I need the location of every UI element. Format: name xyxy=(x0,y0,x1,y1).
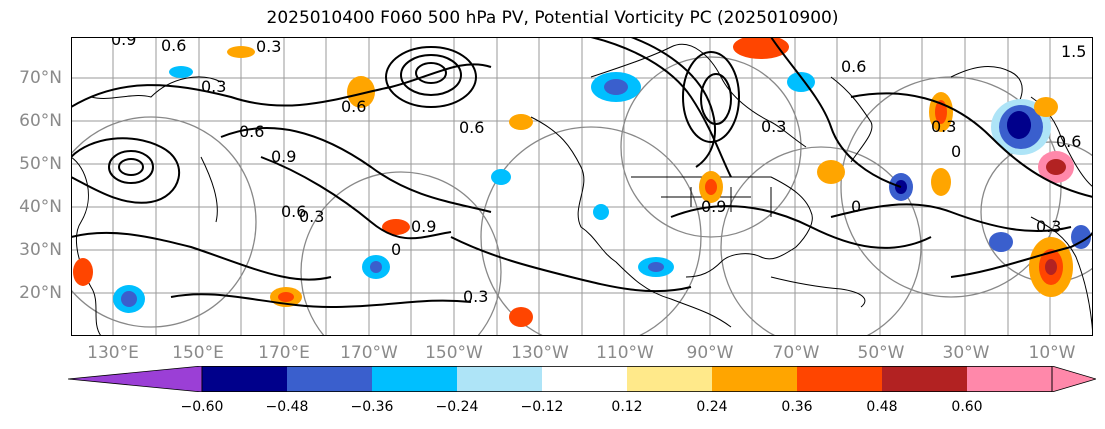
colorbar-bin xyxy=(202,366,287,392)
map-title: 2025010400 F060 500 hPa PV, Potential Vo… xyxy=(266,8,839,28)
colorbar-arrow-low xyxy=(68,366,203,392)
contour-label: 0.3 xyxy=(256,37,281,56)
contour-label: 0.9 xyxy=(701,197,726,216)
lat-label-60n: 60°N xyxy=(19,111,62,131)
colorbar-bin xyxy=(882,366,967,392)
lon-label-110w: 110°W xyxy=(596,343,654,363)
colorbar-bin xyxy=(287,366,372,392)
lat-label-20n: 20°N xyxy=(19,283,62,303)
contour-label: 0.9 xyxy=(411,217,436,236)
lon-label-30w: 30°W xyxy=(942,343,990,363)
colorbar-tick-label: −0.48 xyxy=(265,399,309,415)
colorbar-tick-label: 0.48 xyxy=(866,399,898,415)
lat-label-30n: 30°N xyxy=(19,240,62,260)
colorbar-bin xyxy=(797,366,882,392)
contour-label: 0.6 xyxy=(341,97,366,116)
colorbar-tick-label: −0.12 xyxy=(520,399,564,415)
contour-label: 1.5 xyxy=(1061,42,1086,61)
contour-label: 0.6 xyxy=(239,122,264,141)
colorbar-bin xyxy=(967,366,1052,392)
map-frame xyxy=(71,37,1093,336)
colorbar-tick-label: 0.12 xyxy=(611,399,643,415)
contour-label: 0.3 xyxy=(931,117,956,136)
lon-label-150e: 150°E xyxy=(172,343,224,363)
colorbar-tick-label: −0.24 xyxy=(435,399,479,415)
contour-label: 0.3 xyxy=(761,117,786,136)
colorbar-tick-label: −0.60 xyxy=(180,399,224,415)
contour-label: 0.6 xyxy=(281,202,306,221)
pv-anomaly-shading xyxy=(73,37,1091,327)
lon-label-130w: 130°W xyxy=(511,343,569,363)
lon-label-170e: 170°E xyxy=(258,343,310,363)
contour-labels: 0.9 0.6 0.3 0.3 0.6 0.6 0.3 0.9 0.6 0.9 … xyxy=(111,37,1086,306)
contour-label: 0.3 xyxy=(463,287,488,306)
colorbar-bin xyxy=(627,366,712,392)
pv-contours xyxy=(71,37,1093,309)
contour-label: 0.6 xyxy=(841,57,866,76)
contour-label: 0.6 xyxy=(161,37,186,55)
lon-label-10w: 10°W xyxy=(1028,343,1076,363)
lon-label-170w: 170°W xyxy=(340,343,398,363)
lon-label-130e: 130°E xyxy=(87,343,139,363)
contour-label: 0.3 xyxy=(201,77,226,96)
pv-map: 0.9 0.6 0.3 0.3 0.6 0.6 0.3 0.9 0.6 0.9 … xyxy=(71,37,1093,336)
lon-label-70w: 70°W xyxy=(772,343,820,363)
contour-label: 0.6 xyxy=(459,118,484,137)
colorbar-tick-label: −0.36 xyxy=(350,399,394,415)
colorbar-bin xyxy=(372,366,457,392)
lat-label-70n: 70°N xyxy=(19,68,62,88)
contour-label: 0 xyxy=(391,240,401,259)
lat-label-50n: 50°N xyxy=(19,154,62,174)
contour-label: 0.3 xyxy=(299,207,324,226)
colorbar-bin xyxy=(542,366,627,392)
colorbar-tick-label: 0.60 xyxy=(951,399,983,415)
contour-label: 0 xyxy=(851,197,861,216)
contour-label: 0.3 xyxy=(1036,217,1061,236)
lon-label-90w: 90°W xyxy=(686,343,734,363)
contour-label: 0 xyxy=(951,142,961,161)
lon-label-150w: 150°W xyxy=(425,343,483,363)
colorbar-arrow-high xyxy=(1051,366,1096,392)
colorbar-bin xyxy=(457,366,542,392)
contour-label: 0.6 xyxy=(1056,132,1081,151)
colorbar xyxy=(68,366,1096,392)
colorbar-tick-label: 0.36 xyxy=(781,399,813,415)
contour-label: 0.9 xyxy=(271,147,296,166)
contour-label: 0.9 xyxy=(111,37,136,49)
lon-label-50w: 50°W xyxy=(857,343,905,363)
colorbar-tick-label: 0.24 xyxy=(696,399,728,415)
lat-label-40n: 40°N xyxy=(19,197,62,217)
colorbar-bin xyxy=(712,366,797,392)
